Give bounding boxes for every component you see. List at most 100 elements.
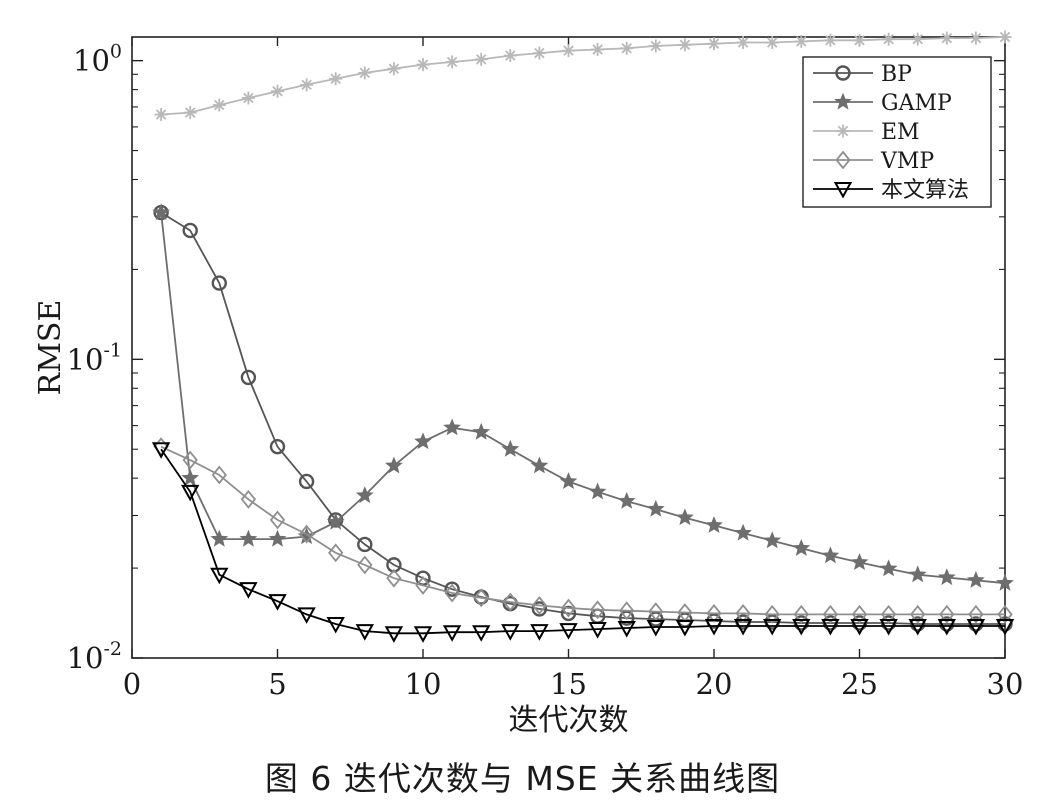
y-axis-label: RMSE: [33, 300, 68, 396]
data-point: [880, 604, 897, 624]
data-point: [239, 529, 258, 547]
data-point: [297, 607, 316, 624]
series-line: [160, 448, 1005, 635]
data-point: [559, 472, 578, 489]
data-point: [531, 595, 548, 615]
x-tick-label: 5: [268, 667, 286, 701]
data-point: [763, 531, 782, 549]
data-point: [473, 588, 489, 608]
x-tick-label: 20: [696, 667, 733, 701]
data-point: [501, 624, 520, 641]
data-point: [821, 618, 840, 636]
x-tick-label: 25: [841, 667, 878, 701]
data-point: [501, 439, 520, 457]
data-point: [591, 42, 605, 56]
data-point: [675, 619, 695, 637]
data-point: [792, 538, 811, 556]
data-point: [386, 568, 402, 588]
data-point: [851, 604, 868, 624]
data-point: [358, 66, 372, 80]
x-tick-label: 15: [550, 667, 587, 701]
data-point: [882, 32, 896, 46]
data-point: [649, 39, 663, 53]
data-point: [329, 72, 343, 86]
data-point: [850, 553, 869, 571]
data-point: [937, 618, 956, 636]
data-point: [183, 106, 197, 120]
data-point: [821, 546, 840, 564]
data-point: [733, 618, 753, 636]
data-point: [995, 618, 1015, 636]
data-point: [997, 604, 1013, 624]
data-point: [181, 468, 200, 486]
data-point: [271, 84, 284, 98]
data-point: [648, 611, 664, 627]
data-point: [879, 618, 898, 636]
data-point: [765, 36, 779, 50]
data-point: [794, 34, 808, 48]
data-point: [588, 622, 607, 639]
data-point: [996, 573, 1014, 591]
data-point: [151, 442, 171, 459]
data-point: [646, 499, 665, 517]
data-point: [154, 108, 168, 122]
data-point: [269, 510, 286, 530]
data-point: [240, 369, 257, 386]
data-point: [705, 516, 723, 533]
data-point: [997, 616, 1013, 632]
data-point: [911, 32, 925, 46]
data-point: [211, 465, 227, 485]
figure-caption: 图 6 迭代次数与 MSE 关系曲线图: [264, 759, 781, 798]
x-axis-label: 迭代次数: [509, 703, 629, 738]
data-point: [298, 524, 315, 544]
data-point: [357, 536, 373, 553]
data-point: [444, 583, 460, 603]
data-point: [908, 565, 927, 583]
y-tick-label: 100: [73, 41, 122, 78]
x-tick-label: 0: [123, 667, 141, 701]
data-point: [620, 41, 634, 55]
data-point: [530, 624, 549, 641]
legend-marker: [835, 150, 851, 170]
data-point: [707, 37, 721, 51]
data-point: [763, 618, 782, 636]
data-point: [764, 604, 780, 624]
data-point: [326, 512, 345, 530]
data-point: [268, 529, 287, 547]
data-point: [443, 418, 461, 436]
data-point: [530, 456, 549, 474]
data-point: [706, 604, 722, 623]
legend: BP GAMP EM VMP 本文算法: [802, 56, 992, 208]
data-point: [503, 49, 517, 63]
data-point: [793, 604, 809, 624]
data-point: [560, 605, 577, 622]
data-point: [413, 626, 433, 643]
data-point: [210, 567, 229, 585]
data-point: [472, 422, 491, 440]
data-point: [998, 30, 1012, 44]
data-point: [879, 559, 898, 577]
data-point: [617, 491, 636, 509]
data-point: [268, 594, 287, 611]
data-point: [182, 450, 198, 470]
data-point: [967, 570, 985, 588]
data-point: [414, 432, 432, 450]
data-point: [532, 46, 546, 60]
data-point: [908, 618, 927, 636]
data-point: [589, 600, 606, 620]
data-point: [734, 523, 752, 541]
data-point: [736, 36, 750, 50]
legend-marker: [833, 182, 853, 199]
y-tick-label: 10-2: [67, 638, 122, 675]
data-point: [966, 618, 986, 636]
series-line: [160, 211, 1005, 625]
data-point: [968, 604, 984, 624]
data-point: [210, 529, 229, 547]
data-point: [823, 33, 837, 47]
data-point: [416, 58, 430, 72]
data-point: [939, 616, 955, 632]
data-point: [387, 62, 401, 76]
legend-label: EM: [881, 120, 920, 145]
data-point: [850, 618, 869, 636]
data-point: [212, 98, 226, 112]
